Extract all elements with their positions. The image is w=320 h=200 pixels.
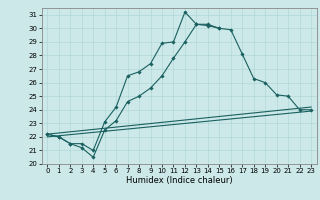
X-axis label: Humidex (Indice chaleur): Humidex (Indice chaleur) xyxy=(126,176,233,185)
